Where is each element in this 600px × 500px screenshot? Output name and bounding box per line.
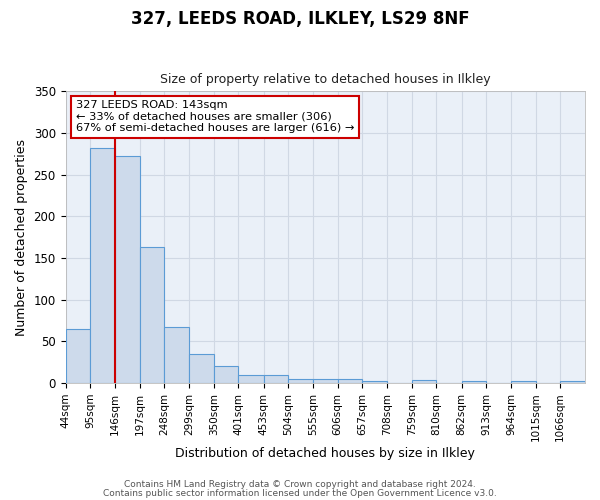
Bar [90, 148, 115, 383]
Title: Size of property relative to detached houses in Ilkley: Size of property relative to detached ho… [160, 73, 491, 86]
Bar [511, 382, 536, 383]
Bar [164, 327, 189, 383]
Bar [189, 354, 214, 383]
Bar [338, 379, 362, 383]
Bar [115, 156, 140, 383]
Bar [140, 247, 164, 383]
Bar [313, 379, 338, 383]
Bar [362, 382, 387, 383]
Bar [560, 382, 585, 383]
Bar [412, 380, 436, 383]
Bar [65, 329, 90, 383]
Text: Contains HM Land Registry data © Crown copyright and database right 2024.: Contains HM Land Registry data © Crown c… [124, 480, 476, 489]
Bar [214, 366, 238, 383]
Text: Contains public sector information licensed under the Open Government Licence v3: Contains public sector information licen… [103, 488, 497, 498]
Y-axis label: Number of detached properties: Number of detached properties [15, 138, 28, 336]
Text: 327, LEEDS ROAD, ILKLEY, LS29 8NF: 327, LEEDS ROAD, ILKLEY, LS29 8NF [131, 10, 469, 28]
Bar [263, 375, 288, 383]
Bar [288, 379, 313, 383]
Text: 327 LEEDS ROAD: 143sqm
← 33% of detached houses are smaller (306)
67% of semi-de: 327 LEEDS ROAD: 143sqm ← 33% of detached… [76, 100, 354, 134]
Bar [461, 382, 486, 383]
X-axis label: Distribution of detached houses by size in Ilkley: Distribution of detached houses by size … [175, 447, 475, 460]
Bar [238, 375, 263, 383]
